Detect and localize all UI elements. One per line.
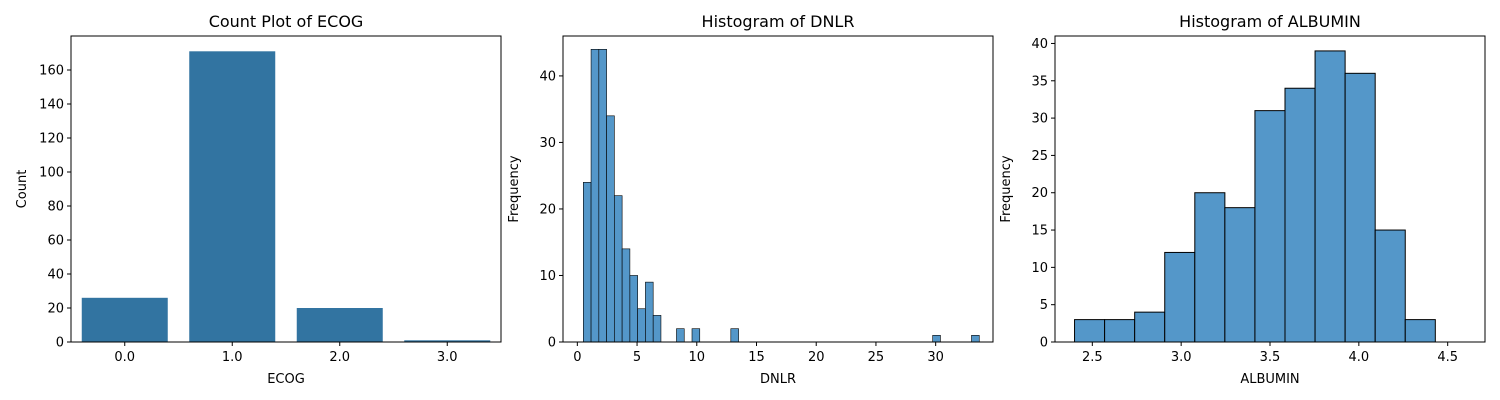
y-tick-label: 25	[1031, 149, 1048, 164]
y-axis-label: Count	[15, 170, 30, 209]
bar	[81, 297, 168, 342]
y-tick-label: 160	[39, 64, 64, 79]
x-tick-label: 3.0	[437, 350, 458, 365]
x-tick-label: 5	[633, 350, 641, 365]
histogram-bar	[645, 281, 654, 343]
axes-frame	[1054, 35, 1486, 343]
y-tick-label: 20	[539, 202, 556, 217]
x-axis-label: DNLR	[760, 372, 796, 387]
x-tick-label: 2.0	[329, 350, 350, 365]
y-tick-label: 20	[1031, 186, 1048, 201]
bar	[296, 308, 383, 342]
y-tick-label: 100	[39, 166, 64, 181]
histogram-bar	[1194, 192, 1226, 343]
y-tick-label: 15	[1031, 224, 1048, 239]
x-tick-label: 4.5	[1437, 350, 1458, 365]
panel-dnlr-histogram: 0 5 10 15 20 25 30 Histogram of DNLR DNLR Frequen…	[507, 12, 994, 387]
y-tick-label: 30	[539, 136, 556, 151]
x-tick-label: 25	[868, 350, 885, 365]
histogram-bar	[1104, 319, 1136, 343]
histogram-bar	[606, 115, 615, 343]
histogram-bar	[614, 195, 623, 343]
x-tick-label: 3.0	[1171, 350, 1192, 365]
y-tick-label: 10	[1031, 261, 1048, 276]
y-tick-label: 40	[539, 69, 556, 84]
histogram-bar	[1404, 319, 1436, 343]
x-tick-label: 30	[927, 350, 944, 365]
y-tick-label: 60	[47, 234, 64, 249]
histogram-bar	[1254, 110, 1286, 343]
y-tick-label: 40	[47, 268, 64, 283]
x-tick-label: 4.0	[1348, 350, 1369, 365]
y-tick-label: 5	[1040, 298, 1048, 313]
x-tick-label: 20	[808, 350, 825, 365]
histogram-bar	[1284, 87, 1316, 343]
histogram-bar	[1344, 72, 1376, 343]
histogram-bar	[730, 328, 739, 343]
y-tick-label: 120	[39, 132, 64, 147]
y-tick-label: 35	[1031, 74, 1048, 89]
chart-title: Histogram of DNLR	[702, 12, 855, 31]
axes-frame	[70, 35, 502, 343]
histogram-bar	[583, 182, 592, 343]
histogram-bar	[629, 275, 638, 343]
y-axis-label: Frequency	[507, 155, 522, 222]
x-tick-label: 0	[573, 350, 581, 365]
y-tick-label: 80	[47, 200, 64, 215]
bar	[404, 340, 491, 342]
y-tick-label: 0	[56, 336, 64, 351]
y-tick-label: 20	[47, 302, 64, 317]
chart-title: Histogram of ALBUMIN	[1179, 12, 1361, 31]
histogram-bar	[1164, 251, 1196, 343]
histogram-bar	[598, 49, 607, 343]
histogram-bar	[932, 335, 941, 343]
y-tick-label: 140	[39, 98, 64, 113]
y-tick-label: 0	[1040, 336, 1048, 351]
x-axis-label: ECOG	[267, 372, 305, 387]
histogram-bar	[691, 328, 701, 343]
x-tick-label: 3.5	[1260, 350, 1281, 365]
histogram-bar	[1074, 319, 1106, 343]
histogram-bar	[676, 328, 685, 343]
panel-ecog-countplot: 0.0 1.0 2.0 3.0 Count Plot of ECOG ECOG Count 0…	[15, 12, 502, 387]
histogram-bar	[1314, 50, 1346, 343]
x-tick-label: 1.0	[222, 350, 243, 365]
histogram-bar	[637, 308, 646, 343]
y-tick-label: 30	[1031, 112, 1048, 127]
histogram-bar	[590, 49, 600, 343]
histogram-bar	[971, 335, 980, 343]
x-axis-label: ALBUMIN	[1240, 372, 1299, 387]
histogram-bar	[652, 315, 662, 343]
x-tick-label: 15	[748, 350, 765, 365]
histogram-bar	[621, 248, 631, 343]
y-tick-label: 0	[548, 336, 556, 351]
axes-frame	[562, 35, 994, 343]
histogram-bar	[1224, 207, 1256, 343]
histogram-bar	[1134, 311, 1166, 343]
y-axis-label: Frequency	[999, 155, 1014, 222]
panel-albumin-histogram: 2.5 3.0 3.5 4.0 4.5 Histogram of ALBUMIN ALBUM…	[999, 12, 1486, 387]
x-tick-label: 2.5	[1082, 350, 1103, 365]
y-tick-label: 10	[539, 269, 556, 284]
histogram-bar	[1374, 229, 1406, 343]
x-tick-label: 10	[689, 350, 706, 365]
y-tick-label: 40	[1031, 37, 1048, 52]
bar	[189, 51, 276, 343]
x-tick-label: 0.0	[114, 350, 135, 365]
chart-title: Count Plot of ECOG	[209, 12, 364, 31]
